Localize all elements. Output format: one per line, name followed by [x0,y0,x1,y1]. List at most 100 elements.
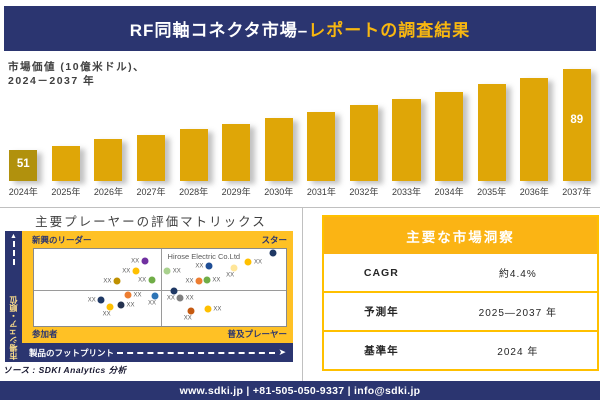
scatter-point: XX [117,301,134,309]
scatter-point: XX [148,292,159,306]
bar-group: 2032年 [343,69,386,197]
quadrant-labels-top: 新興のリーダー スター [32,234,287,246]
scatter-point-label: XX [126,302,135,309]
source-note: ソース : SDKI Analytics 分析 [3,365,127,375]
scatter-point-label: XX [122,268,131,275]
scatter-point: XX [226,264,238,278]
matrix-title: 主要プレーヤーの評価マトリックス [35,215,267,229]
y-axis-dashed-line [12,241,15,265]
company-annotation: Hirose Electric Co.Ltd [167,252,241,262]
axis-tick-label: 2037年 [562,187,592,197]
axis-tick-label: 2036年 [519,187,549,197]
bar-2029年 [222,124,251,181]
insight-row-value: 2025—2037 年 [478,308,557,319]
scatter-point: XX [131,257,149,265]
insight-row: 予測年 2025—2037 年 [324,291,597,330]
scatter-point-label: XX [131,258,140,265]
scatter-point-label: XX [147,300,156,307]
axis-tick-label: 2026年 [93,187,123,197]
scatter-point: XX [138,276,156,284]
quadrant-label-top-left: 新興のリーダー [32,235,92,245]
bar-group: 2028年 [172,69,215,197]
page-title-accent: レポートの調査結果 [308,21,471,40]
bar-2030年 [264,118,293,181]
x-axis-dashed-line [117,351,276,354]
scatter-point-label: XX [213,306,222,313]
scatter-point-label: XX [166,295,175,302]
scatter-plot-area: Hirose Electric Co.Ltd XX XX XX XX XX XX XX XX X… [33,248,287,327]
quadrant-divider-horizontal [34,289,286,291]
insight-row: CAGR 約4.4% [324,254,597,291]
axis-tick-label: 2025年 [51,187,81,197]
bar-2031年 [307,112,336,181]
title-banner: RF同軸コネクタ市場– レポートの調査結果 [4,6,596,51]
bar-group: 2036年 [513,69,556,197]
bar-2033年 [392,99,421,181]
insights-table: 主要な市場洞察 CAGR 約4.4% 予測年 2025—2037 年基準年 2024 年 [322,215,599,371]
scatter-point-label: XX [185,278,194,285]
scatter-point-label: XX [102,311,111,318]
footer-bar: www.sdki.jp | +81-505-050-9337 | info@sd… [0,381,600,400]
axis-tick-label: 2031年 [306,187,336,197]
axis-tick-label: 2032年 [349,187,379,197]
bar-group: 51 2024年 [2,69,45,197]
scatter-point-label: XX [183,315,192,322]
caption-line-1: 市場価値 (10億米ドル)、 [8,61,146,73]
scatter-point [269,249,277,257]
axis-tick-label: 2034年 [434,187,464,197]
bar-chart-caption: 市場価値 (10億米ドル)、 2024－2037 年 [8,60,145,88]
insight-row: 基準年 2024 年 [324,330,597,369]
axis-tick-label: 2028年 [179,187,209,197]
scatter-point-label: XX [87,297,96,304]
insight-row-label: CAGR [363,266,399,279]
section-divider-vertical [302,207,303,381]
scatter-point: XX [103,303,114,318]
bar-2025年 [51,146,80,181]
bar-2026年 [94,139,123,181]
insight-row-value: 2024 年 [497,347,539,358]
scatter-point: XX [244,258,262,266]
bar-group: 2031年 [300,69,343,197]
scatter-point: XX [103,277,121,285]
scatter-point-label: XX [212,277,221,284]
x-axis-label: 製品のフットプリント [29,347,115,358]
bar-group: 2030年 [257,69,300,197]
bar-2034年 [435,92,464,181]
insight-row-label: 基準年 [364,345,399,357]
page-title-main: RF同軸コネクタ市場– [129,21,309,40]
caption-line-2: 2024－2037 年 [8,75,96,87]
bar-value-label: 51 [16,158,30,170]
axis-tick-label: 2030年 [264,187,294,197]
scatter-point-label: XX [253,259,262,266]
bar-2027年 [136,135,166,181]
quadrant-labels-bottom: 参加者 普及プレーヤー [32,328,287,340]
scatter-point: XX [163,267,181,275]
scatter-point-label: XX [103,278,112,285]
bar-value-label: 89 [570,114,584,126]
scatter-point-label: XX [133,292,142,299]
matrix-x-axis: 製品のフットプリント ➤ [22,343,293,362]
scatter-point: XX [88,296,105,304]
bar-chart: 51 2024年 2025年 2026年 2027年 2028年 2029年 2030年 203… [2,69,598,197]
insights-table-title: 主要な市場洞察 [324,217,597,254]
scatter-point-label: XX [226,272,235,279]
matrix-y-axis: ▲ 市場シェア・順位 [5,231,22,362]
scatter-point: XX [195,262,213,270]
scatter-point-label: XX [185,295,194,302]
scatter-point-label: XX [195,263,204,270]
scatter-point: XX [176,294,194,302]
bar-group: 2035年 [470,69,513,197]
section-divider-horizontal [0,207,600,208]
right-arrow-icon: ➤ [278,347,286,357]
insight-row-value: 約4.4% [498,269,537,280]
quadrant-label-bottom-left: 参加者 [32,329,58,339]
bar-2035年 [477,84,506,181]
insights-table-body: CAGR 約4.4% 予測年 2025—2037 年基準年 2024 年 [324,254,597,369]
axis-tick-label: 2024年 [8,187,38,197]
scatter-point: XX [186,277,203,285]
quadrant-divider-vertical [161,249,163,326]
matrix-panel: 新興のリーダー スター Hirose Electric Co.Ltd XX XX X… [22,231,293,343]
bar-group: 2033年 [385,69,428,197]
footer-contact-text: www.sdki.jp | +81-505-050-9337 | info@sd… [179,384,421,397]
